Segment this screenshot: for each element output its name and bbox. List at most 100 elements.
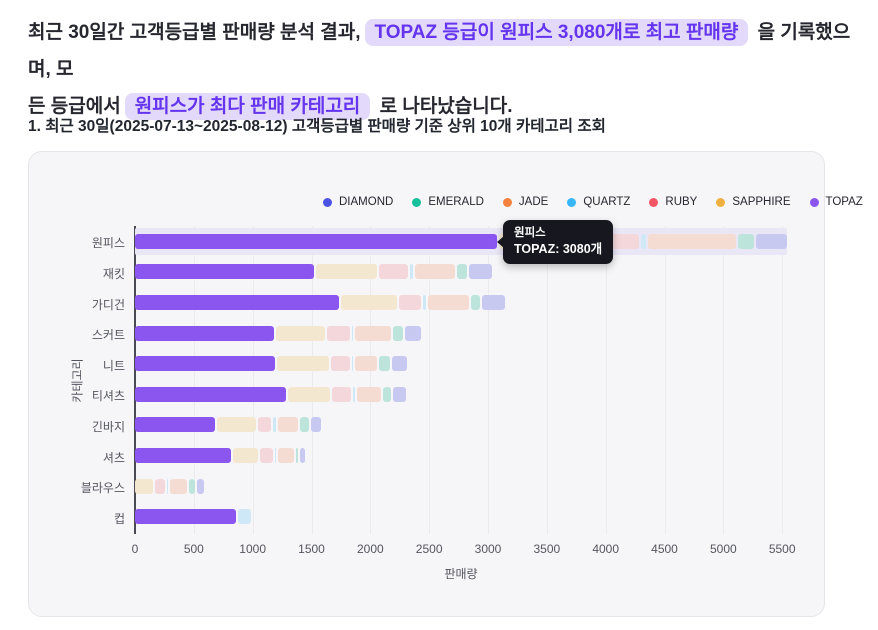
legend-item-emerald[interactable]: EMERALD: [412, 196, 484, 208]
bar-segment-quartz[interactable]: [410, 264, 413, 280]
bar-segment-sapphire[interactable]: [315, 264, 378, 280]
legend-item-diamond[interactable]: DIAMOND: [323, 196, 393, 208]
legend-dot-icon: [412, 197, 422, 207]
bar-segment-emerald[interactable]: [188, 478, 195, 494]
bar-segment-jade[interactable]: [427, 295, 469, 310]
bar-segment-emerald[interactable]: [738, 233, 755, 249]
legend-dot-icon: [809, 197, 819, 207]
bar-segment-sapphire[interactable]: [340, 295, 398, 310]
bar-segment-jade[interactable]: [354, 325, 392, 341]
bar-segment-quartz[interactable]: [641, 233, 646, 249]
legend-label: RUBY: [665, 196, 698, 208]
gridline: [429, 226, 431, 534]
bar-segment-jade[interactable]: [414, 264, 455, 280]
gridline: [488, 226, 489, 534]
bar-segment-emerald[interactable]: [470, 295, 481, 310]
bar-segment-ruby[interactable]: [259, 448, 273, 463]
gridline: [252, 226, 254, 534]
bar-segment-ruby[interactable]: [155, 478, 166, 494]
summary-text: 든 등급에서: [28, 96, 121, 117]
bar-segment-emerald[interactable]: [393, 325, 403, 341]
bar-row-2: [135, 264, 492, 280]
bar-segment-jade[interactable]: [354, 356, 378, 372]
bar-segment-diamond[interactable]: [469, 264, 492, 280]
bar-segment-topaz[interactable]: [135, 325, 274, 341]
bar-segment-quartz[interactable]: [351, 325, 353, 341]
legend-item-sapphire[interactable]: SAPPHIRE: [716, 196, 791, 208]
bar-segment-topaz[interactable]: [135, 356, 276, 372]
summary-highlight-category: 원피스가 최다 판매 카테고리: [124, 93, 371, 120]
bar-segment-emerald[interactable]: [296, 448, 298, 463]
bar-segment-topaz[interactable]: [135, 264, 314, 280]
bar-segment-topaz[interactable]: [135, 233, 498, 249]
bar-segment-diamond[interactable]: [391, 356, 407, 372]
tooltip-value: TOPAZ: 3080개: [514, 242, 603, 256]
legend-dot-icon: [502, 197, 512, 207]
bar-segment-topaz[interactable]: [135, 417, 215, 433]
legend-dot-icon: [649, 197, 659, 207]
x-tick-label: 4500: [651, 542, 678, 556]
y-category-label: 티셔츠: [91, 389, 125, 404]
bar-segment-ruby[interactable]: [327, 325, 350, 341]
x-tick-label: 3500: [533, 542, 561, 556]
x-tick-label: 5500: [768, 542, 796, 556]
x-tick-label: 1000: [239, 542, 267, 556]
legend-item-topaz[interactable]: TOPAZ: [809, 196, 863, 208]
gridline: [546, 226, 548, 534]
bar-segment-quartz[interactable]: [351, 356, 353, 372]
legend-dot-icon: [716, 197, 726, 207]
legend-dot-icon: [323, 197, 332, 207]
y-category-label: 원피스: [91, 236, 125, 251]
bar-segment-ruby[interactable]: [379, 264, 409, 280]
bar-segment-jade[interactable]: [277, 417, 299, 433]
bar-segment-jade[interactable]: [357, 386, 381, 402]
bar-row-6: [135, 386, 406, 402]
bar-segment-sapphire[interactable]: [217, 417, 256, 433]
bar-segment-emerald[interactable]: [382, 386, 391, 402]
bar-segment-ruby[interactable]: [399, 295, 422, 310]
legend-item-ruby[interactable]: RUBY: [649, 196, 697, 208]
bar-segment-diamond[interactable]: [756, 233, 788, 249]
bar-segment-quartz[interactable]: [238, 509, 252, 525]
bar-row-7: [135, 417, 321, 433]
bar-segment-emerald[interactable]: [456, 264, 468, 280]
legend-item-jade[interactable]: JADE: [502, 196, 549, 208]
bar-segment-sapphire[interactable]: [277, 356, 329, 372]
bar-segment-emerald[interactable]: [300, 417, 309, 433]
bar-segment-quartz[interactable]: [352, 386, 356, 402]
x-tick-label: 2000: [356, 542, 384, 556]
bar-segment-ruby[interactable]: [331, 386, 351, 402]
x-tick-label: 3000: [474, 542, 502, 556]
bar-segment-diamond[interactable]: [404, 325, 422, 341]
legend-item-quartz[interactable]: QUARTZ: [567, 196, 630, 208]
y-category-label: 재킷: [102, 266, 125, 281]
bar-segment-ruby[interactable]: [257, 417, 272, 433]
summary-highlight-topaz: TOPAZ 등급이 원피스 3,080개로 최고 판매량: [364, 19, 749, 46]
bar-segment-diamond[interactable]: [196, 478, 204, 494]
bar-segment-jade[interactable]: [170, 478, 187, 494]
tooltip-arrow-icon: [497, 236, 504, 248]
bar-segment-quartz[interactable]: [274, 448, 276, 463]
bar-segment-topaz[interactable]: [135, 295, 339, 310]
bar-segment-emerald[interactable]: [379, 356, 390, 372]
bar-segment-diamond[interactable]: [392, 386, 406, 402]
bar-segment-diamond[interactable]: [299, 448, 306, 463]
bar-segment-quartz[interactable]: [167, 478, 169, 494]
bar-segment-diamond[interactable]: [310, 417, 321, 433]
bar-segment-topaz[interactable]: [135, 386, 286, 402]
bar-segment-sapphire[interactable]: [135, 478, 154, 494]
bar-segment-topaz[interactable]: [135, 509, 237, 525]
bar-segment-sapphire[interactable]: [275, 325, 326, 341]
bar-segment-sapphire[interactable]: [233, 448, 258, 463]
bar-segment-diamond[interactable]: [482, 295, 505, 310]
legend-label: JADE: [518, 196, 549, 208]
bar-segment-topaz[interactable]: [135, 448, 232, 463]
y-axis-line: [134, 226, 136, 534]
bar-segment-jade[interactable]: [647, 233, 737, 249]
bar-segment-quartz[interactable]: [423, 295, 426, 310]
bar-segment-sapphire[interactable]: [287, 386, 330, 402]
bar-segment-ruby[interactable]: [330, 356, 350, 372]
bar-row-5: [135, 356, 407, 372]
bar-segment-jade[interactable]: [277, 448, 295, 463]
bar-segment-quartz[interactable]: [273, 417, 276, 433]
